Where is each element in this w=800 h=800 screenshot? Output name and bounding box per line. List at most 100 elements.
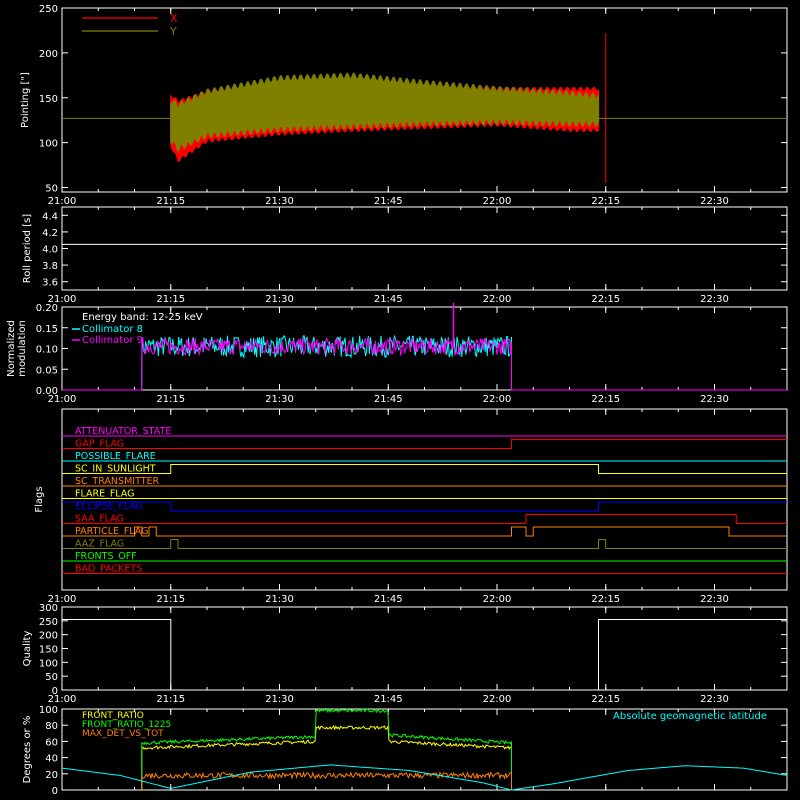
time-tick-label: 21:30 bbox=[265, 196, 294, 207]
flag-label: BAD_PACKETS bbox=[75, 564, 142, 575]
flag-label: PARTICLE_FLAG bbox=[75, 526, 148, 537]
time-tick-label: 22:15 bbox=[591, 196, 620, 207]
y-tick-label: 4.0 bbox=[42, 245, 58, 256]
time-tick-label: 22:15 bbox=[591, 294, 620, 305]
flag-line-sc-in-sunlight bbox=[62, 464, 787, 474]
time-tick-label: 21:30 bbox=[265, 694, 294, 705]
y-tick-label: 80 bbox=[45, 721, 58, 732]
flag-line-particle-flag bbox=[62, 526, 787, 537]
legend-title: Energy band: 12-25 keV bbox=[82, 312, 203, 323]
modulation-panel: 21:00 21:15 21:30 21:45 22:00 22:15 22:30 0.00 0… bbox=[6, 302, 788, 405]
y-tick-label: 100 bbox=[39, 705, 58, 716]
y-tick-label: 200 bbox=[39, 631, 58, 642]
time-tick-label: 21:45 bbox=[374, 196, 403, 207]
y-tick-label: 0.10 bbox=[36, 345, 58, 356]
y-tick-label: 50 bbox=[45, 184, 58, 195]
flag-label: SC_IN_SUNLIGHT bbox=[75, 464, 156, 475]
y-tick-label: 3.8 bbox=[42, 261, 58, 272]
y-axis-label: Quality bbox=[22, 631, 33, 667]
y-tick-label: 250 bbox=[39, 617, 58, 628]
roll_period-panel: 21:00 21:15 21:30 21:45 22:00 22:15 22:30 3.6 3.… bbox=[22, 206, 788, 305]
y-tick-label: 100 bbox=[39, 658, 58, 669]
ratio-series-front-ratio bbox=[141, 724, 512, 791]
pointing-panel: 21:00 21:15 21:30 21:45 22:00 22:15 22:30 50 100… bbox=[20, 4, 788, 207]
y-tick-label: 50 bbox=[45, 672, 58, 683]
time-tick-label: 22:30 bbox=[700, 394, 729, 405]
time-tick-label: 21:15 bbox=[156, 594, 185, 605]
legend-label-Y: Y bbox=[169, 25, 177, 38]
time-tick-label: 21:30 bbox=[265, 594, 294, 605]
time-tick-label: 21:30 bbox=[265, 394, 294, 405]
time-tick-label: 21:00 bbox=[48, 294, 77, 305]
quality-line bbox=[62, 619, 787, 691]
time-tick-label: 21:00 bbox=[48, 694, 77, 705]
flag-line-eclipse-flag bbox=[62, 501, 787, 512]
quality-panel: 21:00 21:15 21:30 21:45 22:00 22:15 22:30 0 50 10… bbox=[22, 603, 788, 705]
time-tick-label: 22:00 bbox=[483, 196, 512, 207]
legend-label: FRONT_RATIO bbox=[82, 711, 144, 721]
flag-line-aaz-flag bbox=[62, 539, 787, 549]
y-tick-label: 250 bbox=[39, 4, 58, 15]
time-tick-label: 21:30 bbox=[265, 294, 294, 305]
y-axis-label: Roll period [s] bbox=[22, 214, 33, 283]
y-tick-label: 150 bbox=[39, 94, 58, 105]
y-axis-label: Normalized bbox=[6, 320, 17, 377]
y-tick-label: 60 bbox=[45, 737, 58, 748]
y-tick-label: 4.4 bbox=[42, 211, 58, 222]
y-tick-label: 20 bbox=[45, 770, 58, 781]
time-tick-label: 21:00 bbox=[48, 394, 77, 405]
flag-line-saa-flag bbox=[62, 514, 787, 524]
time-tick-label: 22:30 bbox=[700, 694, 729, 705]
y-axis-label: modulation bbox=[17, 320, 28, 377]
time-tick-label: 21:45 bbox=[374, 594, 403, 605]
ratio-series-max-det-vs-tot bbox=[141, 770, 512, 791]
modulation-series-9 bbox=[62, 336, 787, 391]
legend-label: Collimator 9 bbox=[82, 335, 143, 346]
time-tick-label: 21:45 bbox=[374, 394, 403, 405]
y-axis-label: Pointing ["] bbox=[20, 72, 31, 128]
time-tick-label: 21:15 bbox=[156, 294, 185, 305]
y-tick-label: 0.15 bbox=[36, 324, 58, 335]
time-tick-label: 21:15 bbox=[156, 394, 185, 405]
time-tick-label: 22:15 bbox=[591, 394, 620, 405]
flag-label: FLARE_FLAG bbox=[75, 489, 135, 500]
time-tick-label: 21:00 bbox=[48, 196, 77, 207]
flag-label: ECLIPSE_FLAG bbox=[75, 501, 143, 512]
time-tick-label: 21:45 bbox=[374, 694, 403, 705]
time-tick-label: 22:00 bbox=[483, 394, 512, 405]
y-axis-label: Flags bbox=[34, 486, 45, 512]
time-tick-label: 21:45 bbox=[374, 294, 403, 305]
y-tick-label: 200 bbox=[39, 49, 58, 60]
pointing-series-Y bbox=[170, 72, 600, 152]
ratio-series-absolute-geomagnetic-latitude bbox=[61, 764, 788, 791]
y-tick-label: 100 bbox=[39, 139, 58, 150]
legend-label: Collimator 8 bbox=[82, 324, 143, 335]
flag-label: POSSIBLE_FLARE bbox=[75, 451, 156, 462]
y-tick-label: 0.05 bbox=[36, 365, 58, 376]
time-tick-label: 22:15 bbox=[591, 594, 620, 605]
time-tick-label: 22:00 bbox=[483, 294, 512, 305]
time-tick-label: 21:00 bbox=[48, 594, 77, 605]
flag-label: GAP_FLAG bbox=[75, 439, 124, 450]
geomag-annotation: Absolute geomagnetic latitude bbox=[613, 711, 767, 722]
y-tick-label: 40 bbox=[45, 754, 58, 765]
y-tick-label: 0 bbox=[52, 786, 58, 797]
time-tick-label: 22:00 bbox=[483, 694, 512, 705]
time-tick-label: 22:30 bbox=[700, 196, 729, 207]
flags-panel: 21:00 21:15 21:30 21:45 22:00 22:15 22:30 Flags… bbox=[34, 408, 788, 605]
time-tick-label: 22:15 bbox=[591, 694, 620, 705]
time-tick-label: 22:30 bbox=[700, 594, 729, 605]
legend-label: FRONT_RATIO_1225 bbox=[82, 720, 171, 730]
y-tick-label: 0.00 bbox=[36, 386, 58, 397]
flag-label: SAA_FLAG bbox=[75, 514, 124, 525]
time-tick-label: 21:15 bbox=[156, 196, 185, 207]
flag-label: AAZ_FLAG bbox=[75, 539, 124, 550]
flag-label: SC_TRANSMITTER bbox=[75, 476, 160, 487]
y-tick-label: 3.6 bbox=[42, 278, 58, 289]
y-tick-label: 0 bbox=[52, 686, 58, 697]
ratios-panel: 0 20 40 60 80 100 Degrees or % FRONT_RATIOFRONT… bbox=[22, 705, 788, 797]
legend-label: MAX_DET_VS_TOT bbox=[82, 729, 164, 739]
time-tick-label: 22:30 bbox=[700, 294, 729, 305]
y-axis-label: Degrees or % bbox=[22, 716, 33, 784]
